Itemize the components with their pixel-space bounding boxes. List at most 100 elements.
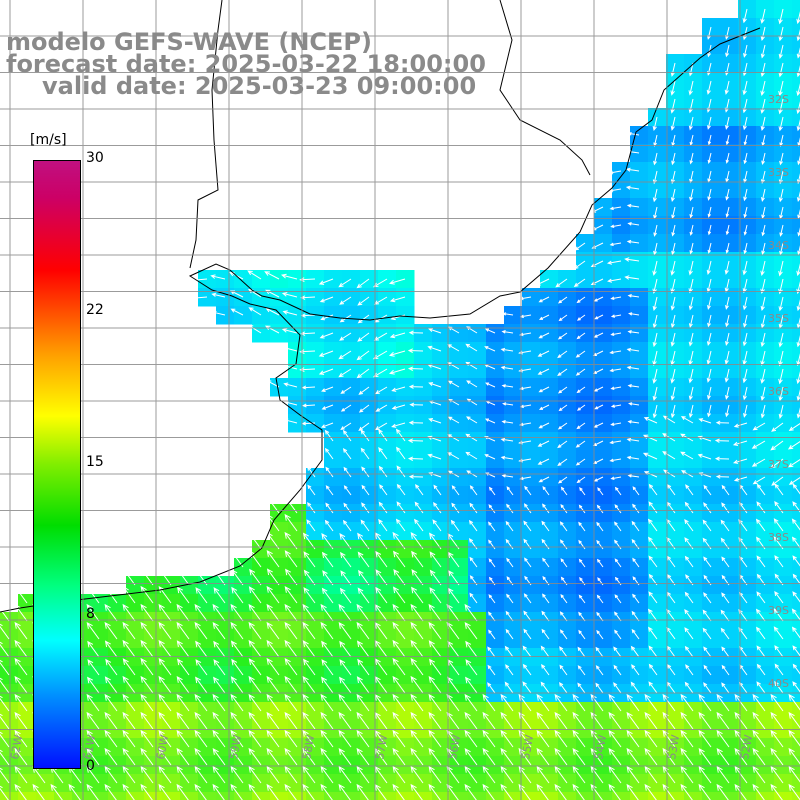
wind-speed-cell [648,630,667,649]
wind-arrow [392,747,406,766]
wind-speed-cell [414,594,433,613]
wind-speed-cell [198,612,217,631]
wind-speed-cell [594,594,613,613]
wind-arrow [389,278,406,285]
wind-arrow [557,422,568,430]
wind-speed-cell [756,774,775,793]
wind-arrow [670,386,676,401]
wind-arrow [631,520,640,532]
wind-speed-cell [540,504,559,523]
wind-speed-cell [324,558,343,577]
wind-speed-cell [774,414,793,433]
wind-speed-cell [558,666,577,685]
wind-arrow [482,765,496,784]
wind-speed-cell [198,774,217,793]
wind-arrow [703,682,712,694]
wind-arrow [410,639,424,658]
wind-speed-cell [450,648,469,667]
wind-speed-cell [432,432,451,451]
wind-arrow [338,765,352,784]
wind-speed-cell [630,702,649,721]
wind-arrow [340,551,352,568]
wind-arrow [594,404,604,410]
wind-arrow [488,521,496,532]
wind-arrow [248,765,262,784]
wind-speed-cell [432,468,451,487]
wind-arrow [104,783,117,800]
wind-speed-cell [612,216,631,235]
wind-speed-cell [432,378,451,397]
wind-speed-cell [666,774,685,793]
wind-speed-cell [162,612,181,631]
wind-speed-cell [540,486,559,505]
wind-arrow [742,368,748,384]
wind-speed-cell [630,234,649,253]
wind-speed-cell [630,162,649,181]
wind-arrow [770,729,784,748]
wind-arrow [752,729,766,748]
wind-speed-cell [342,792,361,800]
wind-arrow [706,368,712,383]
wind-arrow [609,368,622,373]
wind-arrow [357,551,370,568]
wind-speed-cell [486,756,505,775]
longitude-label: 54W [592,734,609,761]
wind-speed-cell [486,774,505,793]
wind-arrow [392,675,406,694]
wind-arrow [284,550,298,568]
wind-arrow [670,296,676,311]
wind-arrow [670,98,676,114]
wind-speed-cell [216,648,235,667]
wind-arrow [87,659,100,676]
wind-speed-cell [702,612,721,631]
wind-arrow [743,314,748,328]
wind-speed-cell [90,648,109,667]
wind-speed-cell [666,702,685,721]
wind-speed-cell [378,306,397,325]
wind-speed-cell [468,648,487,667]
wind-speed-cell [144,666,163,685]
wind-arrow [300,295,316,300]
wind-speed-cell [18,774,37,793]
wind-arrow [614,558,622,568]
wind-arrow [303,551,316,568]
wind-arrow [770,711,784,730]
wind-speed-cell [630,180,649,199]
wind-speed-cell [558,648,577,667]
wind-speed-cell [720,486,739,505]
wind-arrow [140,729,154,748]
wind-arrow [670,170,676,185]
wind-arrow [610,404,622,408]
wind-speed-cell [468,450,487,469]
wind-arrow [356,729,370,748]
longitude-label: 53W [665,734,682,761]
wind-speed-cell [378,648,397,667]
wind-speed-cell [486,504,505,523]
wind-arrow [356,350,370,361]
wind-arrow [536,693,550,712]
wind-speed-cell [648,468,667,487]
wind-arrow [760,404,766,419]
wind-arrow [176,765,190,784]
wind-speed-cell [270,738,289,757]
wind-arrow [0,677,10,694]
wind-speed-cell [486,702,505,721]
wind-arrow [284,693,298,712]
wind-arrow [505,664,514,676]
wind-speed-cell [324,630,343,649]
wind-speed-cell [666,504,685,523]
wind-arrow [338,693,352,712]
wind-arrow [447,416,460,424]
wind-speed-cell [378,756,397,775]
wind-arrow [652,260,658,276]
wind-speed-cell [630,450,649,469]
wind-arrow [627,330,640,334]
wind-arrow [771,476,784,486]
wind-speed-cell [504,576,523,595]
wind-speed-cell [792,702,800,721]
wind-arrow [195,676,208,694]
wind-speed-cell [738,612,757,631]
wind-arrow [560,558,568,568]
wind-arrow [522,645,532,658]
wind-arrow [537,440,550,447]
